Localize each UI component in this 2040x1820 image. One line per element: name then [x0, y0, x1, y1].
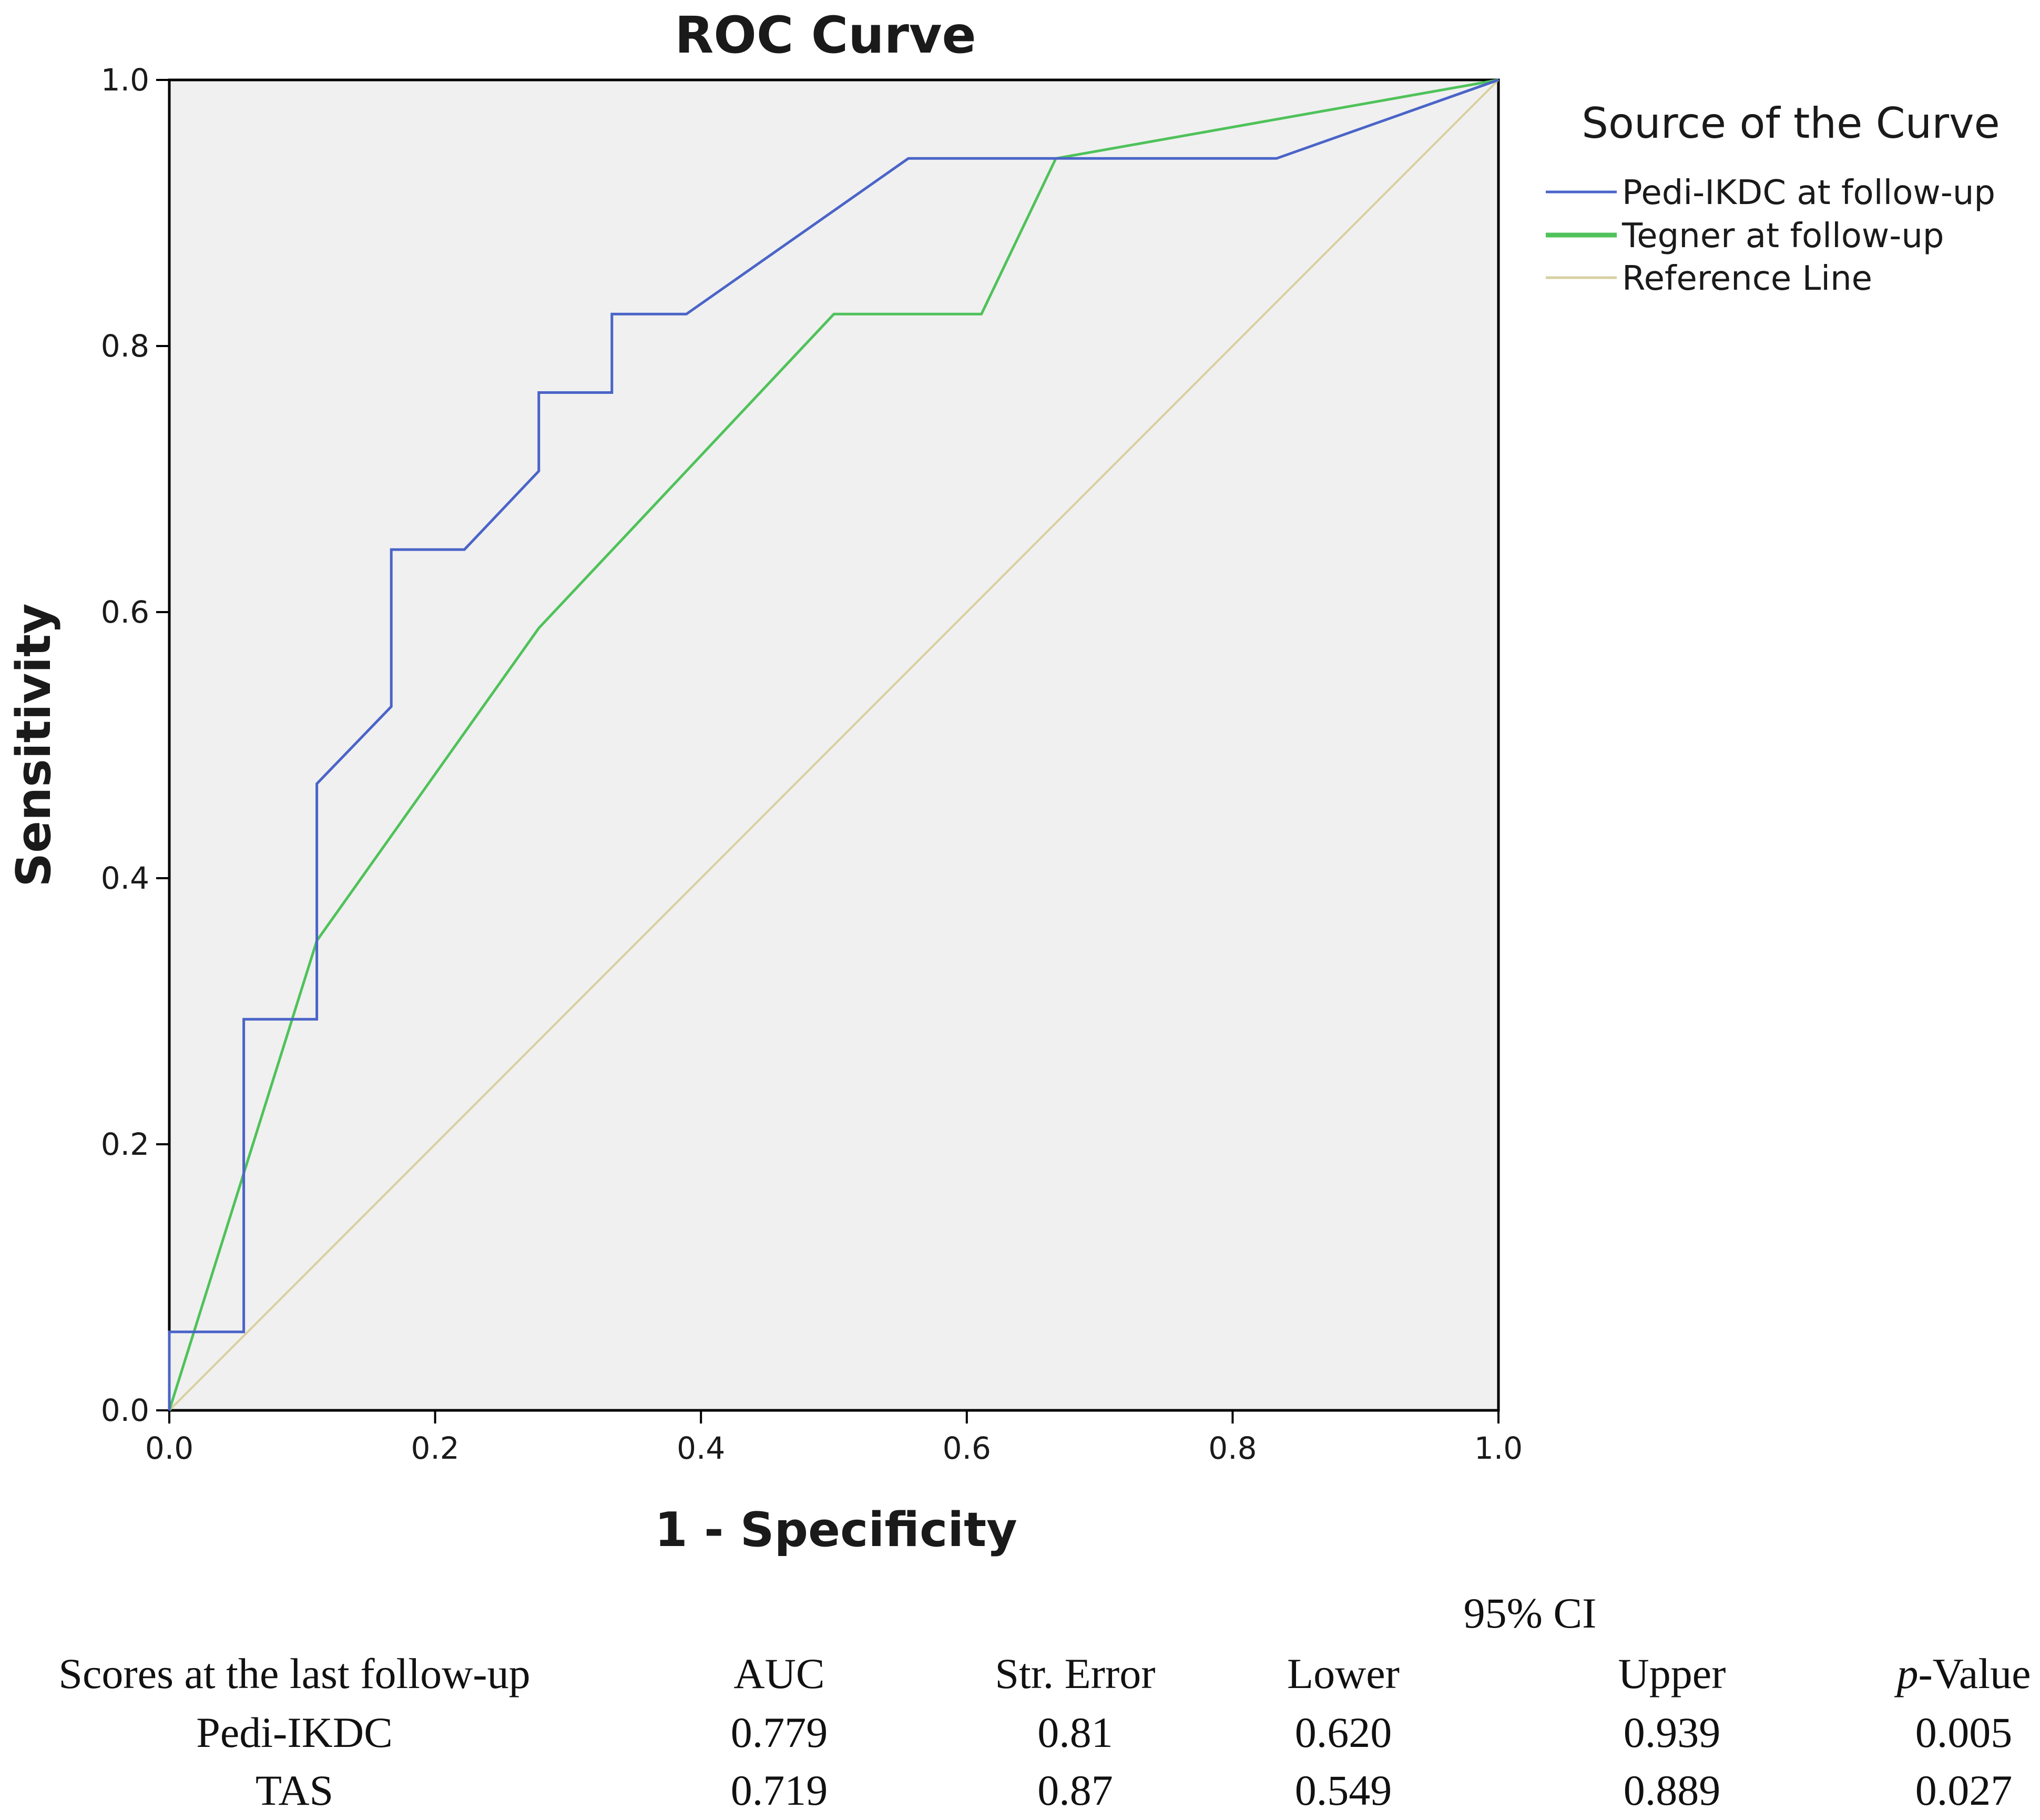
p-value-suffix: -Value — [1918, 1650, 2031, 1697]
legend-title: Source of the Curve — [1582, 99, 2000, 148]
y-tick-label: 0.6 — [101, 594, 149, 630]
row-tas-str-error: 0.87 — [1037, 1766, 1113, 1814]
col-header-p-value: p-Value — [1894, 1650, 2031, 1697]
row-pedi-ikdc-label: Pedi-IKDC — [196, 1709, 393, 1756]
y-tick-label: 0.2 — [101, 1126, 149, 1162]
row-tas-upper: 0.889 — [1624, 1766, 1721, 1814]
y-tick-label: 0.0 — [101, 1392, 149, 1428]
ci-header: 95% CI — [1464, 1589, 1597, 1637]
x-tick-label: 0.6 — [943, 1430, 991, 1466]
series-lines — [168, 78, 1500, 1411]
x-tick-label: 0.2 — [411, 1430, 459, 1466]
x-tick-label: 0.0 — [145, 1430, 193, 1466]
y-axis-title: Sensitivity — [6, 603, 62, 887]
x-axis-title: 1 - Specificity — [655, 1502, 1017, 1558]
x-tick-label: 1.0 — [1474, 1430, 1523, 1466]
y-tick-label: 1.0 — [101, 62, 149, 98]
row-tas-label: TAS — [256, 1766, 333, 1814]
legend-label-tegner: Tegner at follow-up — [1621, 217, 1944, 256]
row-pedi-ikdc-upper: 0.939 — [1624, 1709, 1721, 1756]
row-tas-p-value: 0.027 — [1915, 1766, 2013, 1814]
row-pedi-ikdc-lower: 0.620 — [1295, 1709, 1392, 1756]
row-pedi-ikdc-p-value: 0.005 — [1915, 1709, 2013, 1756]
legend: Source of the Curve Pedi-IKDC at follow-… — [1546, 99, 2000, 298]
col-header-str-error: Str. Error — [995, 1650, 1155, 1697]
col-header-upper: Upper — [1618, 1650, 1726, 1697]
row-pedi-ikdc-auc: 0.779 — [731, 1709, 828, 1756]
col-header-scores: Scores at the last follow-up — [58, 1650, 530, 1697]
series-line-reference — [168, 79, 1500, 1411]
row-pedi-ikdc-str-error: 0.81 — [1037, 1709, 1113, 1756]
col-header-auc: AUC — [733, 1650, 824, 1697]
legend-label-pedi-ikdc: Pedi-IKDC at follow-up — [1622, 174, 1995, 212]
col-header-lower: Lower — [1287, 1650, 1400, 1697]
series-line-pedi-ikdc — [168, 78, 1499, 1410]
x-tick-label: 0.8 — [1208, 1430, 1257, 1466]
chart-title: ROC Curve — [675, 6, 976, 65]
p-italic: p — [1894, 1650, 1918, 1697]
legend-label-reference: Reference Line — [1622, 259, 1872, 298]
axis-ticks: 0.0 0.2 0.4 0.6 0.8 1.0 0.0 0.2 0.4 0.6 0.8 1.0 — [101, 62, 1523, 1466]
auc-table: 95% CI Scores at the last follow-up AUC … — [58, 1589, 2031, 1814]
y-tick-label: 0.8 — [101, 328, 149, 364]
row-tas-auc: 0.719 — [731, 1766, 828, 1814]
x-tick-label: 0.4 — [677, 1430, 725, 1466]
y-tick-label: 0.4 — [101, 860, 149, 896]
row-tas-lower: 0.549 — [1295, 1766, 1392, 1814]
